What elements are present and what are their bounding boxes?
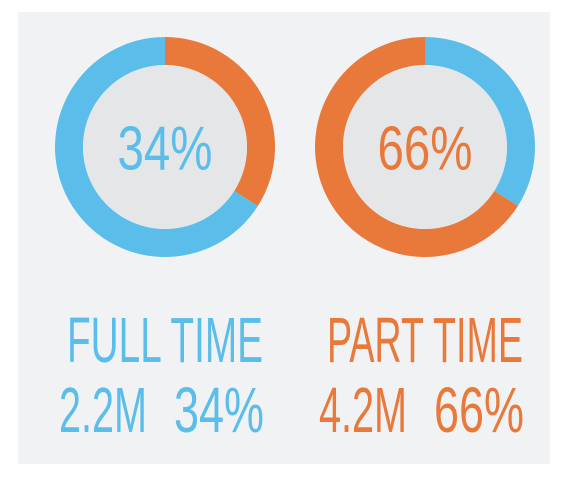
donut-hole: [343, 65, 507, 229]
category-title: PART TIME: [327, 304, 523, 376]
count-label: 2.2M: [59, 374, 147, 446]
donut-segment: [165, 37, 275, 206]
center-label: 34%: [118, 115, 213, 184]
donut-hole: [83, 65, 247, 229]
category-title: FULL TIME: [67, 304, 263, 376]
count-label: 4.2M: [319, 374, 407, 446]
percent-label: 66%: [434, 374, 524, 446]
percent-label: 34%: [174, 374, 264, 446]
center-label: 66%: [378, 115, 473, 184]
donut-segment: [425, 37, 535, 206]
